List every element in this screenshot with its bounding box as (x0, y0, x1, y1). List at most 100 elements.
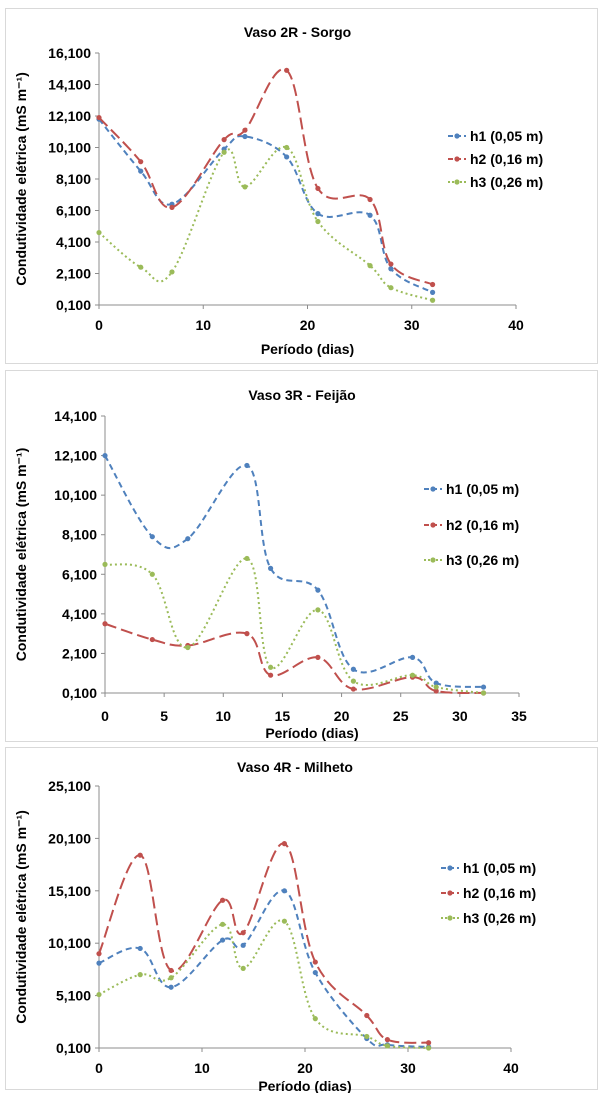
y-tick-label: 0,100 (56, 297, 91, 313)
data-point-h2 (102, 621, 108, 627)
data-point-h3 (315, 607, 321, 613)
series-line-1 (98, 889, 429, 1048)
data-point-h2 (430, 281, 436, 288)
data-point-h1 (312, 969, 318, 976)
data-point-h3 (220, 921, 226, 927)
data-point-h2 (388, 261, 394, 267)
y-tick-label: 25,100 (48, 778, 91, 794)
y-tick-label: 0,100 (62, 685, 97, 701)
x-tick-label: 40 (508, 317, 524, 333)
data-point-h1 (433, 680, 439, 686)
data-point-h1 (409, 654, 416, 660)
legend-marker-2 (430, 522, 436, 528)
data-point-h1 (268, 565, 274, 571)
x-axis-label: Período (dias) (258, 1078, 351, 1093)
y-axis-label: Condutividade elétrica (mS m⁻¹) (13, 72, 29, 286)
y-tick-label: 14,100 (54, 408, 97, 424)
legend-label-1: h1 (0,05 m) (446, 481, 519, 497)
data-point-h2 (221, 137, 227, 143)
data-point-h3 (315, 218, 321, 225)
legend-label-3: h3 (0,26 m) (463, 910, 536, 926)
data-point-h1 (220, 937, 226, 943)
legend-marker-3 (430, 557, 436, 563)
y-tick-label: 2,100 (56, 266, 91, 282)
legend-label-1: h1 (0,05 m) (463, 860, 536, 876)
data-point-h2 (284, 67, 290, 73)
data-point-h3 (242, 184, 248, 190)
legend-label-2: h2 (0,16 m) (463, 885, 536, 901)
data-point-h1 (242, 133, 248, 140)
data-point-h1 (102, 452, 108, 459)
x-tick-label: 40 (503, 1060, 519, 1076)
y-tick-label: 2,100 (62, 645, 97, 661)
x-axis-label: Período (dias) (261, 341, 354, 357)
y-tick-label: 6,100 (56, 203, 91, 219)
series-line-3 (98, 919, 429, 1049)
chart-panel-feijao: Vaso 3R - Feijão 0,100 2,100 4,100 6,100 8,10… (5, 370, 598, 742)
data-point-h3 (168, 975, 174, 981)
data-point-h3 (367, 263, 373, 269)
chart-sorgo: Vaso 2R - Sorgo 0,100 2,100 4,100 6,100 8,100… (13, 24, 543, 357)
y-tick-label: 10,100 (48, 935, 91, 951)
data-point-h2 (149, 636, 155, 643)
x-tick-label: 20 (334, 708, 350, 724)
y-axis-label: Condutividade elétrica (mS m⁻¹) (13, 448, 29, 662)
data-point-h3 (364, 1033, 370, 1040)
data-point-h1 (185, 536, 191, 542)
x-tick-label: 30 (400, 1060, 416, 1076)
series-line-2 (104, 622, 484, 694)
data-point-h1 (137, 945, 143, 952)
x-tick-label: 30 (452, 708, 468, 724)
x-axis-label: Período (dias) (265, 725, 358, 741)
data-point-h3 (433, 684, 439, 690)
data-point-h3 (312, 1016, 318, 1022)
legend-label-3: h3 (0,26 m) (446, 552, 519, 568)
series-line-3 (104, 557, 484, 694)
chart-title: Vaso 4R - Milheto (237, 759, 353, 775)
y-tick-label: 8,100 (62, 527, 97, 543)
y-tick-label: 14,100 (48, 77, 91, 93)
chart-title: Vaso 2R - Sorgo (244, 24, 351, 40)
data-point-h3 (221, 149, 227, 155)
legend-marker-3 (454, 179, 460, 185)
data-point-h2 (312, 959, 318, 965)
legend-marker-1 (430, 486, 436, 492)
data-point-h1 (430, 289, 436, 295)
data-point-h3 (388, 285, 394, 291)
data-point-h3 (96, 991, 102, 998)
y-tick-label: 8,100 (56, 171, 91, 187)
data-point-h3 (240, 965, 246, 971)
y-tick-label: 4,100 (56, 234, 91, 250)
data-point-h2 (242, 127, 248, 133)
data-point-h3 (138, 264, 144, 270)
data-point-h2 (315, 654, 321, 660)
legend-marker-3 (447, 915, 453, 921)
data-point-h3 (268, 664, 274, 670)
data-point-h1 (244, 462, 250, 469)
x-tick-label: 10 (215, 708, 231, 724)
x-tick-label: 15 (275, 708, 291, 724)
data-point-h2 (364, 1012, 370, 1019)
x-tick-label: 25 (393, 708, 409, 724)
data-point-h2 (433, 688, 439, 694)
data-point-h3 (350, 678, 356, 684)
chart-feijao: Vaso 3R - Feijão 0,100 2,100 4,100 6,100 8,10… (13, 387, 527, 741)
data-point-h3 (480, 690, 487, 696)
data-point-h1 (240, 942, 246, 948)
chart-title: Vaso 3R - Feijão (248, 387, 355, 403)
data-point-h2 (168, 967, 174, 974)
x-tick-label: 0 (95, 317, 103, 333)
data-point-h3 (149, 571, 155, 577)
y-tick-label: 6,100 (62, 566, 97, 582)
data-point-h3 (384, 1043, 390, 1049)
x-tick-label: 0 (101, 708, 109, 724)
y-tick-label: 12,100 (54, 448, 97, 464)
data-point-h2 (96, 114, 102, 121)
data-point-h3 (96, 229, 102, 236)
data-point-h2 (268, 672, 274, 678)
data-point-h3 (281, 918, 287, 924)
data-point-h2 (315, 185, 321, 192)
y-tick-label: 0,100 (56, 1040, 91, 1056)
data-point-h3 (409, 672, 416, 678)
x-tick-label: 5 (160, 708, 168, 724)
